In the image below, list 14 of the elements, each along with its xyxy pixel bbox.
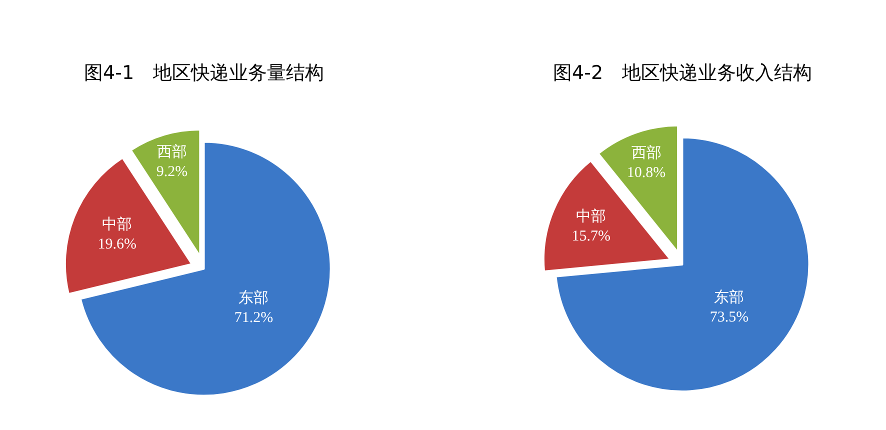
slice-label: 中部 xyxy=(102,216,132,234)
slice-label: 东部 xyxy=(714,288,744,306)
slice-label: 西部 xyxy=(631,144,662,162)
data-label: 9.2% xyxy=(156,164,188,180)
slice-label: 中部 xyxy=(576,208,606,225)
chart-title: 图4-2 地区快递业务收入结构 xyxy=(553,62,812,84)
slice-label: 东部 xyxy=(238,290,269,307)
data-label: 15.7% xyxy=(572,228,610,244)
data-label: 71.2% xyxy=(234,310,274,326)
data-label: 19.6% xyxy=(98,236,136,253)
data-label: 73.5% xyxy=(710,309,749,326)
chart-title: 图4-1 地区快递业务量结构 xyxy=(84,62,324,84)
slice-label: 西部 xyxy=(156,144,187,161)
data-label: 10.8% xyxy=(626,164,666,181)
